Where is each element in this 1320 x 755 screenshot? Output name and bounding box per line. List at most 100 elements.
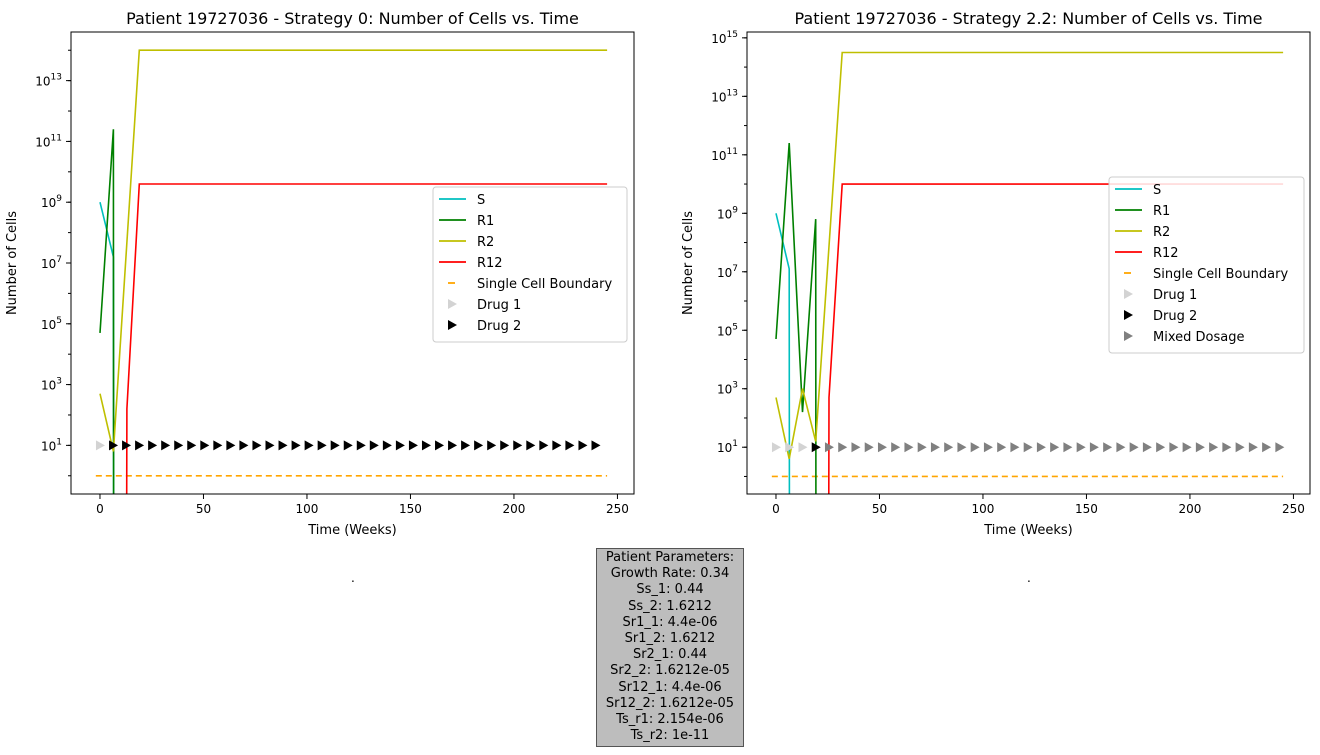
legend-label-s: S	[1153, 183, 1161, 198]
marker-mixed-dosage	[983, 442, 993, 453]
y-tick-label: 103	[41, 377, 62, 393]
y-axis-label: Number of Cells	[5, 211, 20, 315]
legend-label-drug-2: Drug 2	[1153, 309, 1197, 324]
legend-label-r2: R2	[1153, 225, 1170, 240]
y-tick-label: 105	[41, 316, 62, 332]
marker-mixed-dosage	[1129, 442, 1139, 453]
series-line-s	[99, 202, 115, 494]
marker-drug-2	[291, 440, 301, 451]
y-tick-label: 1013	[35, 73, 62, 89]
marker-mixed-dosage	[1182, 442, 1192, 453]
chart-title: Patient 19727036 - Strategy 2.2: Number …	[794, 9, 1262, 28]
plot-area	[95, 49, 608, 494]
marker-drug-2	[135, 440, 145, 451]
x-tick-label: 0	[772, 502, 780, 516]
marker-drug-1	[798, 442, 808, 453]
stray-label-left: .	[351, 571, 355, 585]
marker-drug-2	[265, 440, 275, 451]
marker-drug-2	[395, 440, 405, 451]
legend-swatch-drug-2	[1124, 310, 1133, 320]
marker-drug-2	[487, 440, 497, 451]
marker-drug-2	[539, 440, 549, 451]
marker-mixed-dosage	[1275, 442, 1285, 453]
marker-mixed-dosage	[851, 442, 861, 453]
marker-drug-2	[408, 440, 418, 451]
x-tick-label: 50	[872, 502, 887, 516]
marker-mixed-dosage	[1063, 442, 1073, 453]
marker-mixed-dosage	[1023, 442, 1033, 453]
y-axis-label: Number of Cells	[681, 211, 696, 315]
marker-mixed-dosage	[1116, 442, 1126, 453]
marker-drug-2	[187, 440, 197, 451]
plot-area	[771, 51, 1285, 494]
series-line-r1	[99, 129, 115, 494]
parameter-line: Ss_2: 1.6212	[628, 598, 712, 614]
marker-mixed-dosage	[1195, 442, 1205, 453]
marker-mixed-dosage	[1156, 442, 1166, 453]
x-axis-label: Time (Weeks)	[307, 523, 396, 538]
chart-title: Patient 19727036 - Strategy 0: Number of…	[126, 9, 579, 28]
marker-drug-2	[148, 440, 158, 451]
y-tick-label: 101	[41, 437, 62, 453]
x-tick-label: 250	[606, 502, 629, 516]
legend-swatch-mixed-dosage	[1124, 331, 1133, 341]
y-tick-label: 1013	[711, 88, 738, 104]
marker-mixed-dosage	[1050, 442, 1060, 453]
legend-label-drug-1: Drug 1	[1153, 288, 1197, 303]
marker-drug-1	[95, 440, 105, 451]
legend-label-r12: R12	[477, 256, 503, 271]
x-tick-label: 0	[96, 502, 104, 516]
y-tick-label: 105	[717, 322, 738, 338]
marker-drug-2	[500, 440, 510, 451]
marker-drug-2	[552, 440, 562, 451]
stray-label-right: .	[1027, 571, 1031, 585]
x-tick-label: 150	[1075, 502, 1098, 516]
marker-drug-1	[785, 442, 795, 453]
marker-drug-2	[330, 440, 340, 451]
legend-box	[1108, 176, 1305, 354]
marker-drug-2	[448, 440, 458, 451]
marker-drug-2	[578, 440, 588, 451]
marker-mixed-dosage	[1076, 442, 1086, 453]
marker-mixed-dosage	[1089, 442, 1099, 453]
marker-drug-2	[591, 440, 601, 451]
parameter-line: Ss_1: 0.44	[636, 582, 704, 598]
marker-drug-2	[252, 440, 262, 451]
marker-mixed-dosage	[1142, 442, 1152, 453]
legend-label-s: S	[477, 193, 485, 208]
marker-drug-2	[343, 440, 353, 451]
marker-drug-2	[317, 440, 327, 451]
legend-label-r2: R2	[477, 235, 494, 250]
legend-swatch-drug-2	[448, 320, 457, 330]
marker-drug-2	[565, 440, 575, 451]
marker-mixed-dosage	[1222, 442, 1232, 453]
x-axis-label: Time (Weeks)	[983, 523, 1072, 538]
parameter-line: Sr12_1: 4.4e-06	[618, 679, 722, 695]
legend-label-drug-1: Drug 1	[477, 298, 521, 313]
x-tick-label: 50	[196, 502, 211, 516]
marker-drug-2	[421, 440, 431, 451]
y-tick-label: 101	[717, 439, 738, 455]
marker-mixed-dosage	[1010, 442, 1020, 453]
marker-mixed-dosage	[891, 442, 901, 453]
legend-swatch-drug-1	[1124, 289, 1133, 299]
marker-drug-2	[109, 440, 119, 451]
marker-drug-2	[435, 440, 445, 451]
marker-mixed-dosage	[1209, 442, 1219, 453]
marker-mixed-dosage	[877, 442, 887, 453]
marker-mixed-dosage	[1169, 442, 1179, 453]
y-tick-label: 1011	[711, 147, 738, 163]
marker-mixed-dosage	[930, 442, 940, 453]
y-tick-label: 107	[717, 264, 738, 280]
x-tick-label: 100	[972, 502, 995, 516]
marker-drug-2	[526, 440, 536, 451]
legend-label-r1: R1	[477, 214, 494, 229]
marker-mixed-dosage	[1103, 442, 1113, 453]
legend-swatch-drug-1	[448, 299, 457, 309]
x-tick-label: 200	[502, 502, 525, 516]
parameter-line: Ts_r1: 2.154e-06	[616, 712, 724, 728]
y-tick-label: 107	[41, 255, 62, 271]
legend: S R1 R2 R12 Single Cell Boundary Drug 1 Drug 2	[432, 186, 628, 343]
marker-mixed-dosage	[824, 442, 834, 453]
patient-parameters-box: Patient Parameters: Growth Rate: 0.34 Ss…	[596, 548, 744, 748]
